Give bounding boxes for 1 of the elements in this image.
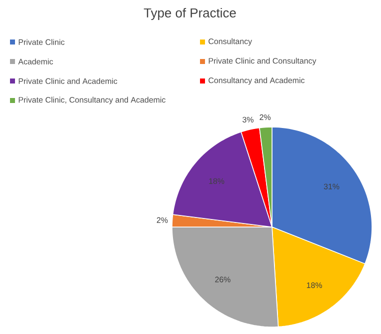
chart-title: Type of Practice xyxy=(144,8,236,20)
